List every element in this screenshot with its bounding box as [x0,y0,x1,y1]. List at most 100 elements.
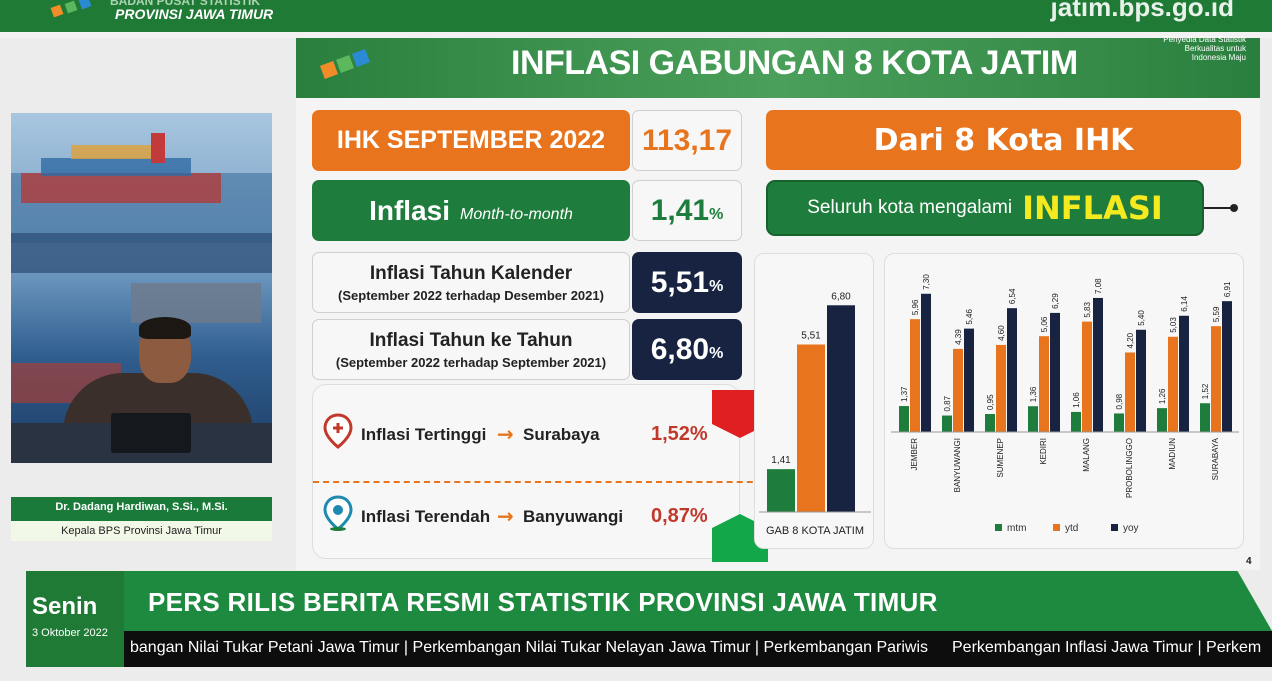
bar-ytd [1039,336,1049,432]
tertinggi-value: 1,52% [651,423,708,445]
ytd-value: 5,51 [650,265,710,299]
bar-mtm [1071,411,1081,432]
page-number: 4 [1246,556,1252,567]
yoy-label: Inflasi Tahun ke Tahun [369,329,573,351]
category-label: KEDIRI [1039,438,1048,465]
bar-ytd [1211,326,1221,432]
date-label: 3 Oktober 2022 [32,627,108,639]
bar-yoy [921,293,931,432]
headline-text: PERS RILIS BERITA RESMI STATISTIK PROVIN… [148,587,938,617]
bar-yoy [1222,301,1232,432]
data-label: 5,51 [801,330,821,341]
data-label: 6,80 [831,291,851,302]
header-stripe [0,32,1272,38]
bps-slide-logo-icon [320,49,370,79]
arrow-right-icon: → [497,504,514,528]
presenter-name: Dr. Dadang Hardiwan, S.Si., M.Si. [55,501,228,513]
chart-aggregate-panel: 1,41 5,51 6,80 GAB 8 KOTA JATIM [754,253,874,549]
bar-yoy [1093,297,1103,432]
org-province: PROVINSI JAWA TIMUR [115,6,274,22]
bar-ytd [996,344,1006,432]
data-label: 4,60 [997,325,1006,341]
bar-ytd [910,319,920,432]
ihk-value-box: 113,17 [632,110,742,171]
terendah-label: Inflasi Terendah [361,507,491,526]
bps-tagline: Penyedia Data Statistik Berkualitas untu… [1163,35,1246,62]
yoy-value: 6,80 [650,332,710,366]
data-label: 5,03 [1169,317,1178,333]
category-label: BANYUWANGI [953,438,962,492]
bar-mtm [899,406,909,432]
data-label: 0,95 [986,394,995,410]
kota-title-box: Dari 8 Kota IHK [766,110,1241,170]
ihk-label: IHK SEPTEMBER 2022 [336,126,606,154]
kota-title: Dari 8 Kota IHK [873,122,1134,158]
category-label: SUMENEP [996,438,1005,478]
chart-cities: 1,37 5,967,30 JEMBER 0,87 4,395,46 BANYUWANGI… [891,274,1239,534]
ticker-text-overlay: Perkembangan Inflasi Jawa Timur | Perkem [950,639,1262,657]
terendah-value: 0,87% [651,505,708,527]
data-label: 5,96 [911,299,920,315]
bar-mtm [985,414,995,432]
bar-yoy [964,328,974,432]
legend-swatch-yoy [1111,524,1118,531]
kota-highlight: INFLASI [1022,189,1163,227]
highest-lowest-panel: Inflasi Tertinggi → Surabaya 1,52% Infla… [312,384,773,559]
terendah-city: Banyuwangi [523,507,624,526]
connector-line [1204,204,1238,212]
mtm-sub: Month-to-month [459,205,573,223]
presenter-role: Kepala BPS Provinsi Jawa Timur [11,521,272,541]
bar-ytd [1168,336,1178,432]
mtm-percent: % [709,205,724,223]
data-label: 5,40 [1137,310,1146,326]
bar-ytd [953,348,963,432]
video-background [11,133,272,403]
data-label: 6,29 [1051,293,1060,309]
location-pin-plus-icon [323,413,353,449]
data-label: 5,83 [1083,301,1092,317]
bar-yoy [1136,329,1146,432]
data-label: 1,52 [1201,383,1210,399]
legend-swatch-mtm [995,524,1002,531]
bar-mtm [1114,413,1124,432]
mtm-label: Inflasi [369,194,450,226]
ytd-value-box: 5,51% [632,252,742,313]
data-label: 1,36 [1029,386,1038,402]
bar-mtm [1200,403,1210,432]
bar-yoy [827,305,855,512]
data-label: 0,87 [943,395,952,411]
legend-label: yoy [1123,523,1139,534]
yoy-label-box: Inflasi Tahun ke Tahun (September 2022 t… [312,319,630,380]
mtm-value: 1,41 [650,193,710,227]
presenter-tablet [111,413,191,453]
chart-cities-panel: 1,37 5,96 7,30 JEMBER 0,87 4,39 5,46 BANYUWANGI… [884,253,1244,549]
ytd-sub: (September 2022 terhadap Desember 2021) [338,287,604,303]
data-label: 7,08 [1094,278,1103,294]
slide-title: INFLASI GABUNGAN 8 KOTA JATIM [511,44,1078,82]
data-label: 6,54 [1008,288,1017,304]
category-label: PROBOLINGGO [1125,438,1134,498]
bar-mtm [1157,408,1167,432]
bar-mtm [767,469,795,512]
category-label: SURABAYA [1211,437,1220,480]
yoy-value-box: 6,80% [632,319,742,380]
kota-status-box: Seluruh kota mengalami INFLASI [766,180,1204,236]
presentation-slide: INFLASI GABUNGAN 8 KOTA JATIM Penyedia D… [296,35,1260,570]
presenter-caption: Dr. Dadang Hardiwan, S.Si., M.Si. Kepala… [11,497,272,541]
category-label: MALANG [1082,438,1091,472]
data-label: 1,06 [1072,392,1081,408]
bar-yoy [1179,315,1189,432]
date-box: Senin 3 Oktober 2022 [26,571,124,667]
slide-header: INFLASI GABUNGAN 8 KOTA JATIM Penyedia D… [296,35,1260,98]
top-header-bar: BADAN PUSAT STATISTIK PROVINSI JAWA TIMU… [0,0,1272,38]
bar-mtm [1028,406,1038,432]
bar-yoy [1050,312,1060,432]
data-label: 4,39 [954,329,963,345]
tertinggi-label: Inflasi Tertinggi [361,425,487,444]
data-label: 7,30 [922,274,931,290]
headline-banner: PERS RILIS BERITA RESMI STATISTIK PROVIN… [124,571,1272,631]
chart-aggregate: 1,41 5,51 6,80 GAB 8 KOTA JATIM [759,291,871,537]
arrow-right-icon: → [497,422,514,446]
data-label: 6,91 [1223,281,1232,297]
mtm-value-box: 1,41% [632,180,742,241]
